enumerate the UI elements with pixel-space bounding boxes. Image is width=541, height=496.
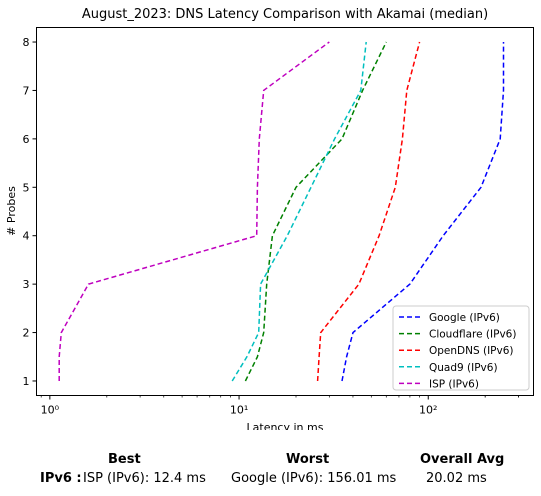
y-tick-label: 6 <box>23 133 30 146</box>
legend-label: Google (IPv6) <box>429 312 500 324</box>
y-tick-label: 3 <box>23 278 30 291</box>
legend-box <box>392 305 530 391</box>
x-axis: 10⁰ 10¹ 10² <box>41 395 519 417</box>
legend-label: OpenDNS (IPv6) <box>429 345 514 357</box>
summary-best-value: ISP (IPv6): 12.4 ms <box>83 471 206 486</box>
series-line-3 <box>316 41 421 382</box>
plot-area <box>58 41 505 382</box>
chart-title: August_2023: DNS Latency Comparison with… <box>82 7 488 22</box>
summary-worst-value: Google (IPv6): 156.01 ms <box>231 471 397 486</box>
y-axis-label: # Probes <box>5 186 18 236</box>
y-tick-label: 7 <box>23 84 30 97</box>
legend-label: Cloudflare (IPv6) <box>429 329 516 341</box>
series-line-1 <box>341 42 505 382</box>
x-axis-label: Latency in ms <box>247 421 324 430</box>
legend-label: ISP (IPv6) <box>429 378 479 390</box>
summary-header-best: Best <box>108 452 141 467</box>
x-tick-label: 10⁰ <box>41 404 60 417</box>
y-tick-label: 2 <box>23 327 30 340</box>
y-tick-label: 1 <box>23 375 30 388</box>
legend: Google (IPv6) Cloudflare (IPv6) OpenDNS (I… <box>392 305 530 391</box>
series-line-5 <box>58 41 330 381</box>
series-line-4 <box>231 41 367 382</box>
summary-header-worst: Worst <box>286 452 330 467</box>
y-tick-label: 5 <box>23 181 30 194</box>
summary-avg-value: 20.02 ms <box>426 471 487 486</box>
x-tick-label: 10² <box>419 404 437 417</box>
summary-row-label: IPv6 : <box>40 471 82 486</box>
y-axis: 1 2 3 4 5 6 7 8 <box>23 36 37 388</box>
series-line-2 <box>244 41 387 382</box>
x-tick-label: 10¹ <box>230 404 248 417</box>
latency-chart: August_2023: DNS Latency Comparison with… <box>5 7 534 430</box>
y-tick-label: 8 <box>23 36 30 49</box>
plot-frame <box>36 27 534 396</box>
legend-label: Quad9 (IPv6) <box>429 362 498 374</box>
y-tick-label: 4 <box>23 230 30 243</box>
summary-header-avg: Overall Avg <box>420 452 505 467</box>
